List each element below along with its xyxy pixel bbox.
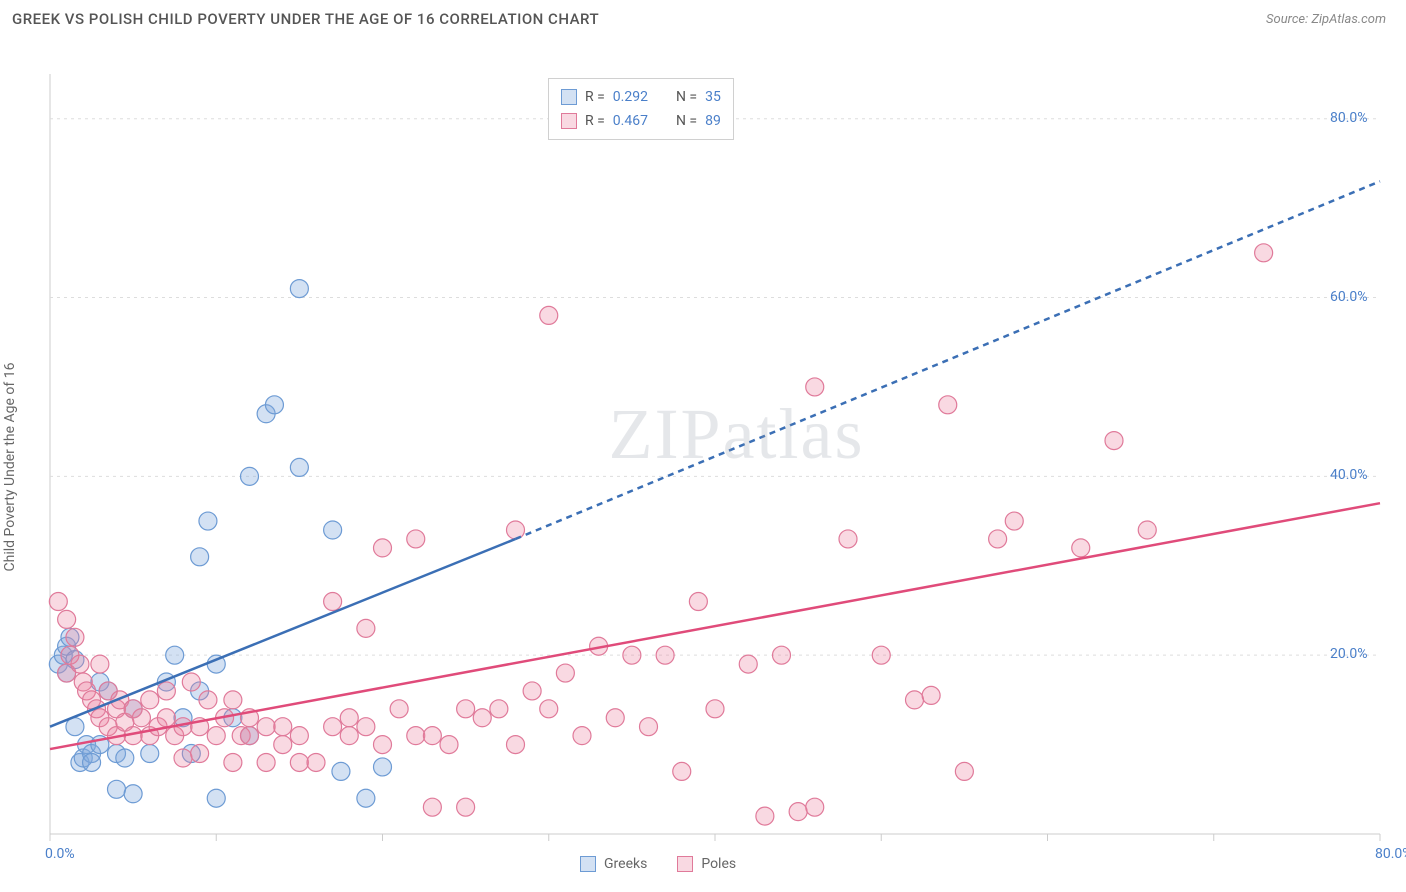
legend-swatch bbox=[580, 856, 596, 872]
series-legend-item: Poles bbox=[677, 856, 736, 872]
legend-r-label: R = bbox=[585, 113, 605, 129]
legend-swatch bbox=[561, 113, 577, 129]
chart-container: Child Poverty Under the Age of 16 ZIPatl… bbox=[0, 34, 1406, 884]
series-legend: Greeks Poles bbox=[580, 856, 736, 872]
series-label: Poles bbox=[701, 856, 736, 872]
legend-swatch bbox=[561, 89, 577, 105]
series-legend-item: Greeks bbox=[580, 856, 647, 872]
y-axis-tick-label: 80.0% bbox=[1330, 110, 1368, 126]
legend-n-label: N = bbox=[676, 89, 697, 105]
legend-r-label: R = bbox=[585, 89, 605, 105]
scatter-plot bbox=[0, 34, 1406, 884]
source-attribution: Source: ZipAtlas.com bbox=[1266, 12, 1386, 27]
y-axis-tick-label: 40.0% bbox=[1330, 467, 1368, 483]
chart-title: GREEK VS POLISH CHILD POVERTY UNDER THE … bbox=[12, 10, 599, 28]
legend-n-label: N = bbox=[676, 113, 697, 129]
x-axis-tick-label: 80.0% bbox=[1375, 846, 1406, 862]
legend-swatch bbox=[677, 856, 693, 872]
y-axis-tick-label: 20.0% bbox=[1330, 646, 1368, 662]
correlation-legend: R = 0.292 N = 35 R = 0.467 N = 89 bbox=[548, 78, 734, 140]
x-axis-tick-label: 0.0% bbox=[45, 846, 75, 862]
legend-r-value: 0.467 bbox=[613, 113, 648, 129]
legend-n-value: 35 bbox=[705, 89, 721, 105]
legend-n-value: 89 bbox=[705, 113, 721, 129]
legend-r-value: 0.292 bbox=[613, 89, 648, 105]
legend-row: R = 0.467 N = 89 bbox=[561, 109, 721, 133]
y-axis-tick-label: 60.0% bbox=[1330, 289, 1368, 305]
legend-row: R = 0.292 N = 35 bbox=[561, 85, 721, 109]
series-label: Greeks bbox=[604, 856, 647, 872]
